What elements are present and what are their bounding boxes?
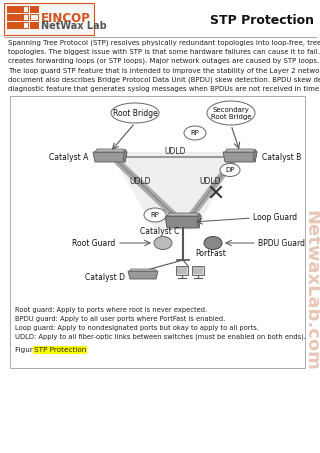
- Ellipse shape: [144, 208, 166, 222]
- Text: UDLD: UDLD: [129, 178, 151, 187]
- Text: Root Bridge: Root Bridge: [113, 109, 157, 117]
- FancyBboxPatch shape: [10, 96, 305, 368]
- Text: NetwaxLab.com: NetwaxLab.com: [302, 210, 320, 371]
- Text: BPDU Guard: BPDU Guard: [258, 238, 305, 247]
- Text: Loop Guard: Loop Guard: [253, 213, 297, 222]
- Text: UDLD: UDLD: [199, 178, 221, 187]
- Polygon shape: [130, 269, 156, 271]
- Bar: [30, 22, 38, 28]
- Text: Root Guard: Root Guard: [72, 238, 115, 247]
- Text: UDLD: Apply to all fiber-optic links between switches (must be enabled on both e: UDLD: Apply to all fiber-optic links bet…: [15, 334, 306, 341]
- Bar: [23, 14, 28, 20]
- Ellipse shape: [111, 103, 159, 123]
- Bar: [7, 22, 21, 28]
- Text: RP: RP: [191, 130, 199, 136]
- Ellipse shape: [220, 164, 240, 177]
- Polygon shape: [223, 152, 257, 162]
- Bar: [177, 267, 187, 274]
- Bar: [7, 14, 21, 20]
- Text: Spanning Tree Protocol (STP) resolves physically redundant topologies into loop-: Spanning Tree Protocol (STP) resolves ph…: [8, 40, 320, 64]
- Polygon shape: [225, 149, 255, 152]
- Text: RP: RP: [151, 212, 159, 218]
- Bar: [192, 266, 204, 275]
- Text: Catalyst A: Catalyst A: [49, 154, 88, 163]
- Text: NetWax Lab: NetWax Lab: [41, 21, 107, 31]
- Text: EINCOP: EINCOP: [41, 12, 91, 25]
- Text: Figure 1: Figure 1: [15, 347, 49, 353]
- Ellipse shape: [204, 236, 222, 250]
- Text: UDLD: UDLD: [164, 146, 186, 155]
- Polygon shape: [197, 213, 201, 228]
- Bar: [23, 6, 28, 12]
- Bar: [23, 22, 28, 28]
- Text: BPDU guard: Apply to all user ports where PortFast is enabled.: BPDU guard: Apply to all user ports wher…: [15, 316, 225, 322]
- Polygon shape: [253, 149, 257, 162]
- Polygon shape: [110, 152, 240, 230]
- FancyBboxPatch shape: [4, 3, 94, 35]
- Polygon shape: [167, 213, 199, 216]
- Bar: [176, 266, 188, 275]
- Text: Catalyst D: Catalyst D: [85, 273, 125, 281]
- Polygon shape: [93, 152, 127, 162]
- Polygon shape: [165, 216, 201, 228]
- Text: STP Protection: STP Protection: [210, 14, 314, 26]
- Ellipse shape: [184, 126, 206, 140]
- Text: Loop guard: Apply to nondesignated ports but okay to apply to all ports.: Loop guard: Apply to nondesignated ports…: [15, 325, 259, 331]
- Text: Root guard: Apply to ports where root is never expected.: Root guard: Apply to ports where root is…: [15, 307, 207, 313]
- Ellipse shape: [154, 236, 172, 250]
- Bar: [7, 6, 21, 12]
- Bar: [193, 267, 203, 274]
- Text: The loop guard STP feature that is intended to improve the stability of the Laye: The loop guard STP feature that is inten…: [8, 68, 320, 92]
- Bar: [30, 6, 38, 12]
- Text: DP: DP: [225, 167, 235, 173]
- Polygon shape: [123, 149, 127, 162]
- Text: Catalyst B: Catalyst B: [262, 154, 301, 163]
- Text: Secondary: Secondary: [212, 107, 249, 113]
- Text: STP Protection: STP Protection: [34, 347, 86, 353]
- Bar: [30, 14, 38, 20]
- Text: Catalyst C: Catalyst C: [140, 227, 180, 236]
- Polygon shape: [95, 149, 125, 152]
- Text: Root Bridge: Root Bridge: [211, 114, 251, 120]
- Ellipse shape: [207, 101, 255, 125]
- Polygon shape: [128, 271, 158, 279]
- Text: PortFast: PortFast: [195, 250, 226, 259]
